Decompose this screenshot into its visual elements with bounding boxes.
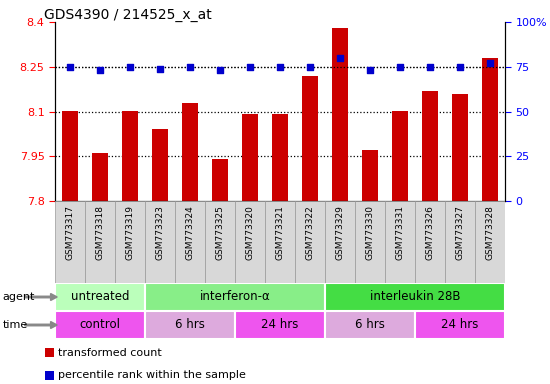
Text: GSM773320: GSM773320 — [245, 205, 255, 260]
Bar — [422, 91, 438, 201]
Text: control: control — [80, 318, 120, 331]
Bar — [272, 114, 288, 201]
FancyBboxPatch shape — [295, 201, 325, 283]
FancyBboxPatch shape — [325, 283, 505, 311]
Text: GSM773324: GSM773324 — [185, 205, 195, 260]
Text: GSM773323: GSM773323 — [156, 205, 164, 260]
Point — [306, 64, 315, 70]
Bar — [122, 111, 138, 201]
FancyBboxPatch shape — [55, 283, 145, 311]
Text: GSM773322: GSM773322 — [305, 205, 315, 260]
Text: GSM773330: GSM773330 — [366, 205, 375, 260]
FancyBboxPatch shape — [445, 201, 475, 283]
Text: 6 hrs: 6 hrs — [355, 318, 385, 331]
Bar — [62, 111, 78, 201]
Text: GSM773319: GSM773319 — [125, 205, 135, 260]
Bar — [182, 103, 198, 201]
Bar — [392, 111, 408, 201]
Text: GSM773326: GSM773326 — [426, 205, 434, 260]
FancyBboxPatch shape — [235, 311, 325, 339]
Text: GSM773329: GSM773329 — [336, 205, 344, 260]
Bar — [242, 114, 258, 201]
Point — [395, 64, 404, 70]
Text: GSM773317: GSM773317 — [65, 205, 74, 260]
Text: GSM773331: GSM773331 — [395, 205, 404, 260]
FancyBboxPatch shape — [55, 311, 145, 339]
FancyBboxPatch shape — [55, 201, 85, 283]
Point — [65, 64, 74, 70]
Text: GSM773325: GSM773325 — [216, 205, 224, 260]
Text: time: time — [3, 320, 28, 330]
Text: transformed count: transformed count — [58, 348, 162, 358]
Bar — [45, 348, 54, 357]
FancyBboxPatch shape — [415, 201, 445, 283]
Bar — [482, 58, 498, 201]
FancyBboxPatch shape — [265, 201, 295, 283]
FancyBboxPatch shape — [325, 311, 415, 339]
Text: 24 hrs: 24 hrs — [261, 318, 299, 331]
FancyBboxPatch shape — [415, 311, 505, 339]
Text: 24 hrs: 24 hrs — [441, 318, 478, 331]
Point — [336, 55, 344, 61]
Point — [486, 60, 494, 66]
FancyBboxPatch shape — [145, 283, 325, 311]
FancyBboxPatch shape — [355, 201, 385, 283]
Text: interleukin 28B: interleukin 28B — [370, 291, 460, 303]
FancyBboxPatch shape — [235, 201, 265, 283]
Point — [366, 67, 375, 73]
FancyBboxPatch shape — [145, 311, 235, 339]
Point — [276, 64, 284, 70]
Text: GSM773321: GSM773321 — [276, 205, 284, 260]
FancyBboxPatch shape — [205, 201, 235, 283]
Bar — [332, 28, 348, 201]
Text: GSM773327: GSM773327 — [455, 205, 465, 260]
Text: GSM773318: GSM773318 — [96, 205, 104, 260]
FancyBboxPatch shape — [475, 201, 505, 283]
Bar — [302, 76, 318, 201]
Text: agent: agent — [3, 292, 35, 302]
Text: GSM773328: GSM773328 — [486, 205, 494, 260]
Text: GDS4390 / 214525_x_at: GDS4390 / 214525_x_at — [44, 8, 212, 22]
Text: percentile rank within the sample: percentile rank within the sample — [58, 370, 246, 380]
Point — [185, 64, 194, 70]
Bar — [362, 150, 378, 201]
Point — [156, 65, 164, 71]
FancyBboxPatch shape — [175, 201, 205, 283]
Point — [246, 64, 255, 70]
FancyBboxPatch shape — [385, 201, 415, 283]
FancyBboxPatch shape — [85, 201, 115, 283]
Point — [426, 64, 434, 70]
FancyBboxPatch shape — [325, 201, 355, 283]
Bar — [152, 129, 168, 201]
Point — [96, 67, 104, 73]
Text: 6 hrs: 6 hrs — [175, 318, 205, 331]
Bar — [92, 153, 108, 201]
Text: interferon-α: interferon-α — [200, 291, 271, 303]
Text: untreated: untreated — [71, 291, 129, 303]
Bar — [212, 159, 228, 201]
Bar — [45, 371, 54, 379]
Bar — [452, 94, 468, 201]
Point — [125, 64, 134, 70]
FancyBboxPatch shape — [115, 201, 145, 283]
Point — [216, 67, 224, 73]
FancyBboxPatch shape — [145, 201, 175, 283]
Point — [455, 64, 464, 70]
